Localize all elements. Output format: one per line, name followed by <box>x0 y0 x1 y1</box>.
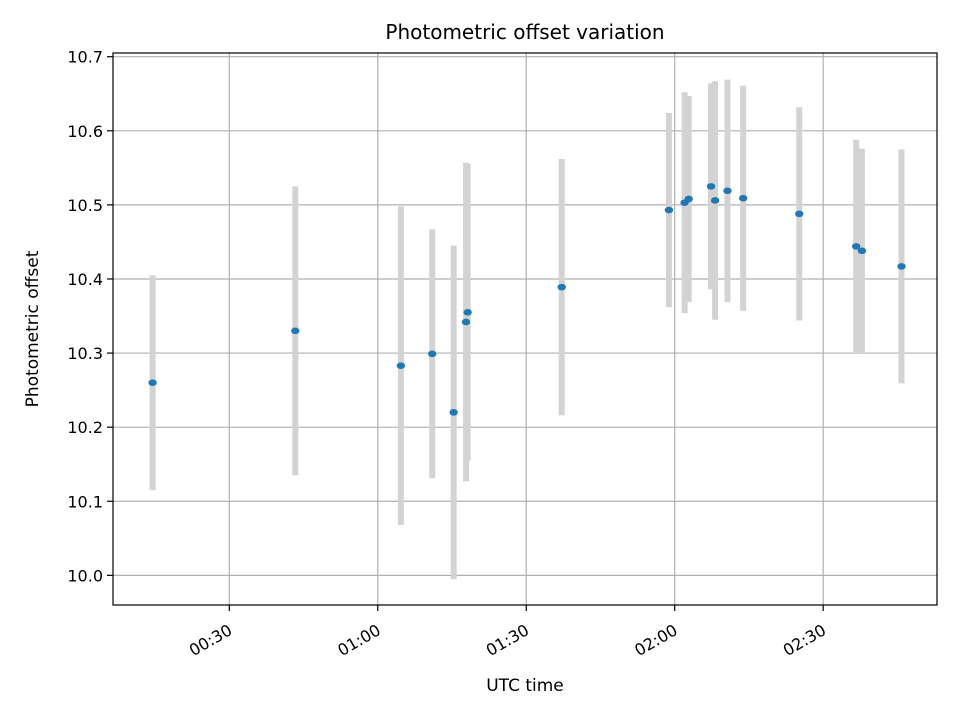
x-tick-label: 00:30 <box>186 620 235 660</box>
data-point <box>463 309 472 316</box>
data-point <box>738 194 748 202</box>
y-tick-label: 10.1 <box>67 492 103 511</box>
y-axis: 10.0 10.1 10.2 10.3 10.4 10.5 10.6 10.7 <box>67 48 113 585</box>
data-point <box>148 379 157 387</box>
data-point <box>851 243 861 250</box>
data-point <box>461 318 471 326</box>
y-tick-label: 10.7 <box>67 48 103 67</box>
x-tick-label: 01:00 <box>334 620 383 660</box>
data-point <box>449 409 458 416</box>
x-tick-label: 02:30 <box>780 620 829 660</box>
plot-frame <box>112 52 938 606</box>
data-points <box>148 183 906 416</box>
data-point <box>897 263 906 270</box>
data-point <box>291 327 300 335</box>
x-axis-label: UTC time <box>486 676 564 696</box>
y-tick-label: 10.0 <box>67 566 103 585</box>
data-point <box>664 206 674 214</box>
data-point <box>706 183 716 190</box>
y-tick-label: 10.3 <box>67 344 103 363</box>
y-tick-label: 10.6 <box>67 122 103 141</box>
y-tick-label: 10.5 <box>67 196 103 215</box>
data-point <box>710 197 720 204</box>
chart-title: Photometric offset variation <box>385 20 664 44</box>
data-point <box>723 187 732 195</box>
data-point <box>857 247 867 255</box>
data-point <box>557 283 566 291</box>
data-point <box>428 350 437 358</box>
y-tick-label: 10.2 <box>67 418 103 437</box>
x-axis: 00:30 01:00 01:30 02:00 02:30 <box>186 605 829 660</box>
error-bars <box>149 79 905 580</box>
x-tick-label: 01:30 <box>483 620 532 660</box>
data-point <box>396 362 406 369</box>
data-point <box>684 195 693 203</box>
x-tick-label: 02:00 <box>631 620 680 660</box>
data-point <box>795 210 804 218</box>
grid <box>113 53 937 605</box>
y-axis-label: Photometric offset <box>23 250 43 407</box>
y-tick-label: 10.4 <box>67 270 103 289</box>
